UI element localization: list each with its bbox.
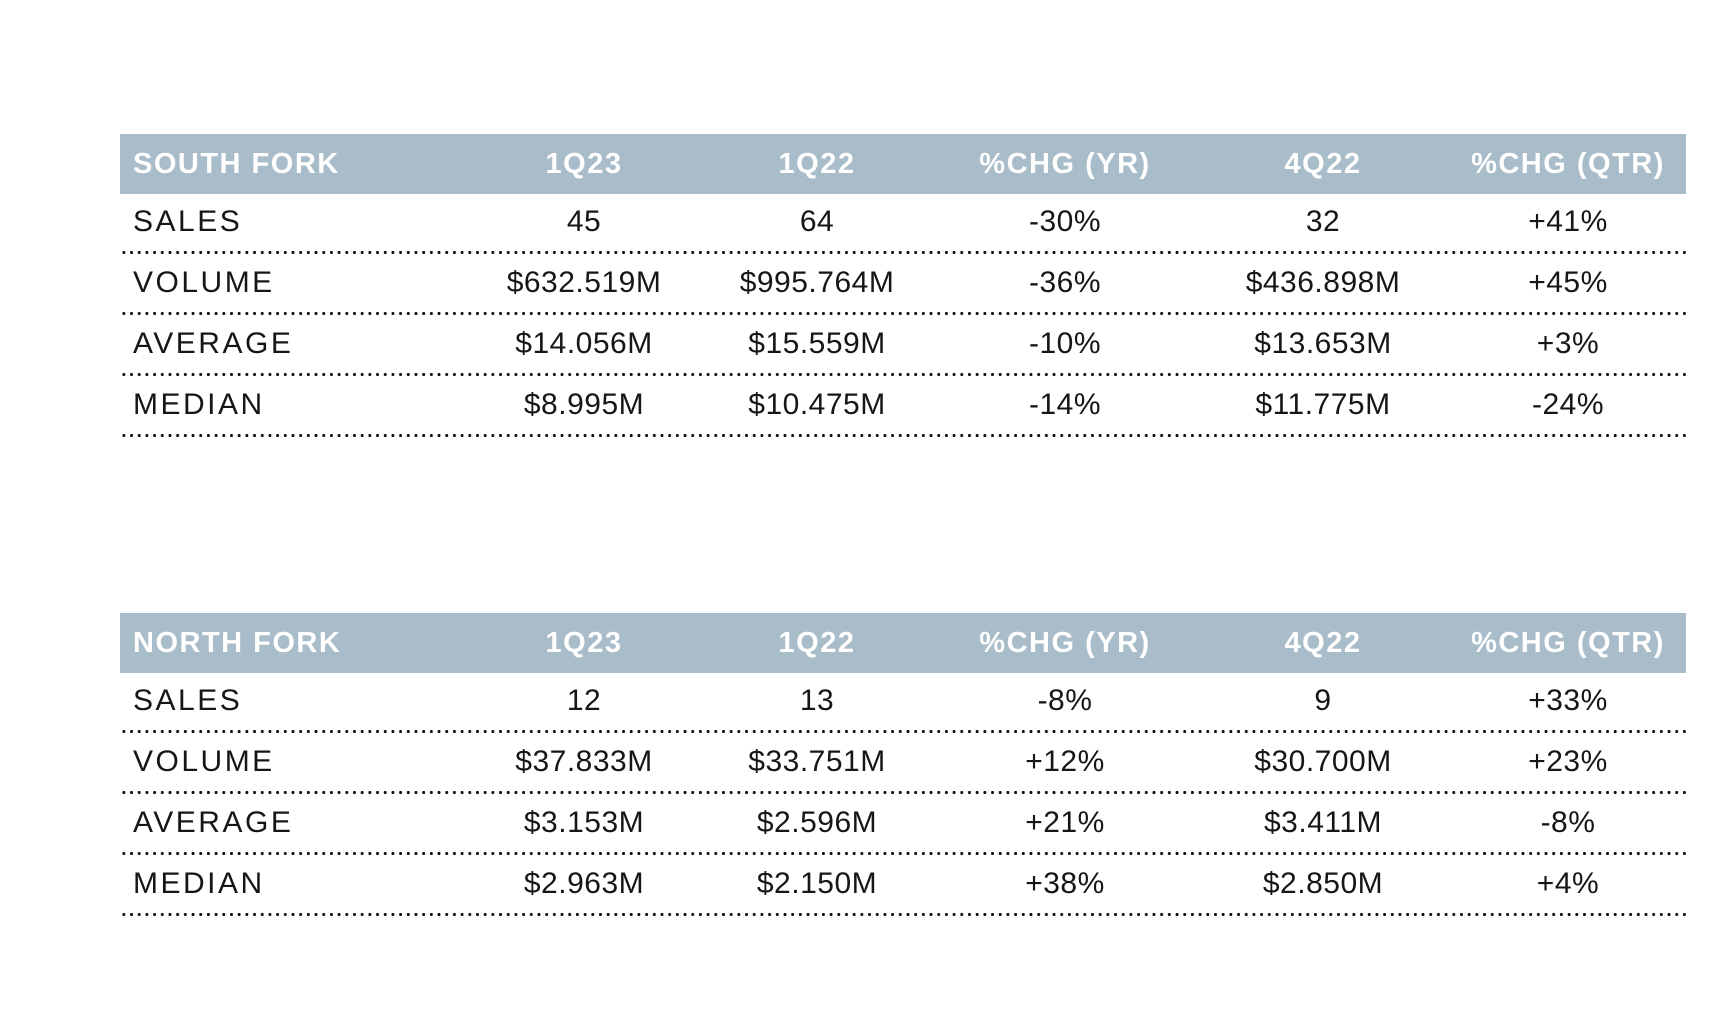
dotted-divider (120, 912, 1686, 917)
cell-value: $13.653M (1254, 327, 1392, 360)
cell-value: -14% (1028, 388, 1102, 421)
market-table: SOUTH FORK 1Q23 1Q22 %CHG (YR) 4Q22 %CHG (QTR… (120, 134, 1686, 438)
column-header: 1Q22 (778, 147, 856, 180)
table-row: MEDIAN $2.963M $2.150M +38% $2.850M +4% (120, 856, 1686, 912)
cell-value: +21% (1025, 806, 1105, 839)
dotted-divider (120, 790, 1686, 795)
table-header-band: SOUTH FORK 1Q23 1Q22 %CHG (YR) 4Q22 %CHG (QTR… (120, 134, 1686, 194)
cell-value: $33.751M (748, 745, 886, 778)
column-header: %CHG (YR) (979, 626, 1151, 659)
cell-value: $632.519M (506, 266, 662, 299)
cell-value: $15.559M (748, 327, 886, 360)
cell-value: $2.596M (756, 806, 878, 839)
cell-value: +12% (1025, 745, 1105, 778)
cell-value: $995.764M (739, 266, 895, 299)
cell-value: +38% (1025, 867, 1105, 900)
cell-value: $2.963M (523, 867, 645, 900)
dotted-divider (120, 729, 1686, 734)
cell-value: $14.056M (515, 327, 653, 360)
row-label: SALES (133, 684, 243, 717)
cell-value: +33% (1528, 684, 1608, 717)
cell-value: +23% (1528, 745, 1608, 778)
table-header-band: NORTH FORK 1Q23 1Q22 %CHG (YR) 4Q22 %CHG (QTR… (120, 613, 1686, 673)
column-header: %CHG (QTR) (1471, 626, 1665, 659)
cell-value: -30% (1028, 205, 1102, 238)
cell-value: 32 (1305, 205, 1341, 238)
dotted-divider (120, 372, 1686, 377)
row-label: AVERAGE (133, 327, 294, 360)
cell-value: +41% (1528, 205, 1608, 238)
column-header: 4Q22 (1284, 626, 1362, 659)
cell-value: -10% (1028, 327, 1102, 360)
row-label: SALES (133, 205, 243, 238)
column-header: 4Q22 (1284, 147, 1362, 180)
column-header: %CHG (YR) (979, 147, 1151, 180)
dotted-divider (120, 433, 1686, 438)
row-label: MEDIAN (133, 388, 265, 421)
table-row: VOLUME $37.833M $33.751M +12% $30.700M +23% (120, 734, 1686, 790)
cell-value: $8.995M (523, 388, 645, 421)
cell-value: 12 (566, 684, 602, 717)
row-label: VOLUME (133, 266, 275, 299)
table-title: SOUTH FORK (133, 147, 340, 180)
cell-value: $10.475M (748, 388, 886, 421)
cell-value: $30.700M (1254, 745, 1392, 778)
dotted-divider (120, 311, 1686, 316)
cell-value: -24% (1531, 388, 1605, 421)
column-header: 1Q22 (778, 626, 856, 659)
table-row: AVERAGE $3.153M $2.596M +21% $3.411M -8% (120, 795, 1686, 851)
cell-value: $2.850M (1262, 867, 1384, 900)
row-label: AVERAGE (133, 806, 294, 839)
column-header: 1Q23 (545, 147, 623, 180)
column-header: %CHG (QTR) (1471, 147, 1665, 180)
cell-value: $3.411M (1263, 806, 1383, 839)
table-row: SALES 45 64 -30% 32 +41% (120, 194, 1686, 250)
table-row: SALES 12 13 -8% 9 +33% (120, 673, 1686, 729)
row-label: MEDIAN (133, 867, 265, 900)
cell-value: $37.833M (515, 745, 653, 778)
cell-value: $11.775M (1255, 388, 1391, 421)
cell-value: +4% (1536, 867, 1600, 900)
cell-value: 45 (566, 205, 602, 238)
cell-value: -8% (1540, 806, 1596, 839)
table-title: NORTH FORK (133, 626, 342, 659)
cell-value: 64 (799, 205, 835, 238)
cell-value: +3% (1536, 327, 1600, 360)
cell-value: 9 (1314, 684, 1332, 717)
row-label: VOLUME (133, 745, 275, 778)
dotted-divider (120, 851, 1686, 856)
column-header: 1Q23 (545, 626, 623, 659)
cell-value: $436.898M (1245, 266, 1401, 299)
table-row: MEDIAN $8.995M $10.475M -14% $11.775M -24% (120, 377, 1686, 433)
table-row: AVERAGE $14.056M $15.559M -10% $13.653M +3% (120, 316, 1686, 372)
cell-value: -8% (1037, 684, 1093, 717)
cell-value: +45% (1528, 266, 1608, 299)
cell-value: $3.153M (523, 806, 645, 839)
dotted-divider (120, 250, 1686, 255)
table-row: VOLUME $632.519M $995.764M -36% $436.898M +45… (120, 255, 1686, 311)
cell-value: -36% (1028, 266, 1102, 299)
cell-value: $2.150M (756, 867, 878, 900)
cell-value: 13 (799, 684, 835, 717)
market-table: NORTH FORK 1Q23 1Q22 %CHG (YR) 4Q22 %CHG (QTR… (120, 613, 1686, 917)
